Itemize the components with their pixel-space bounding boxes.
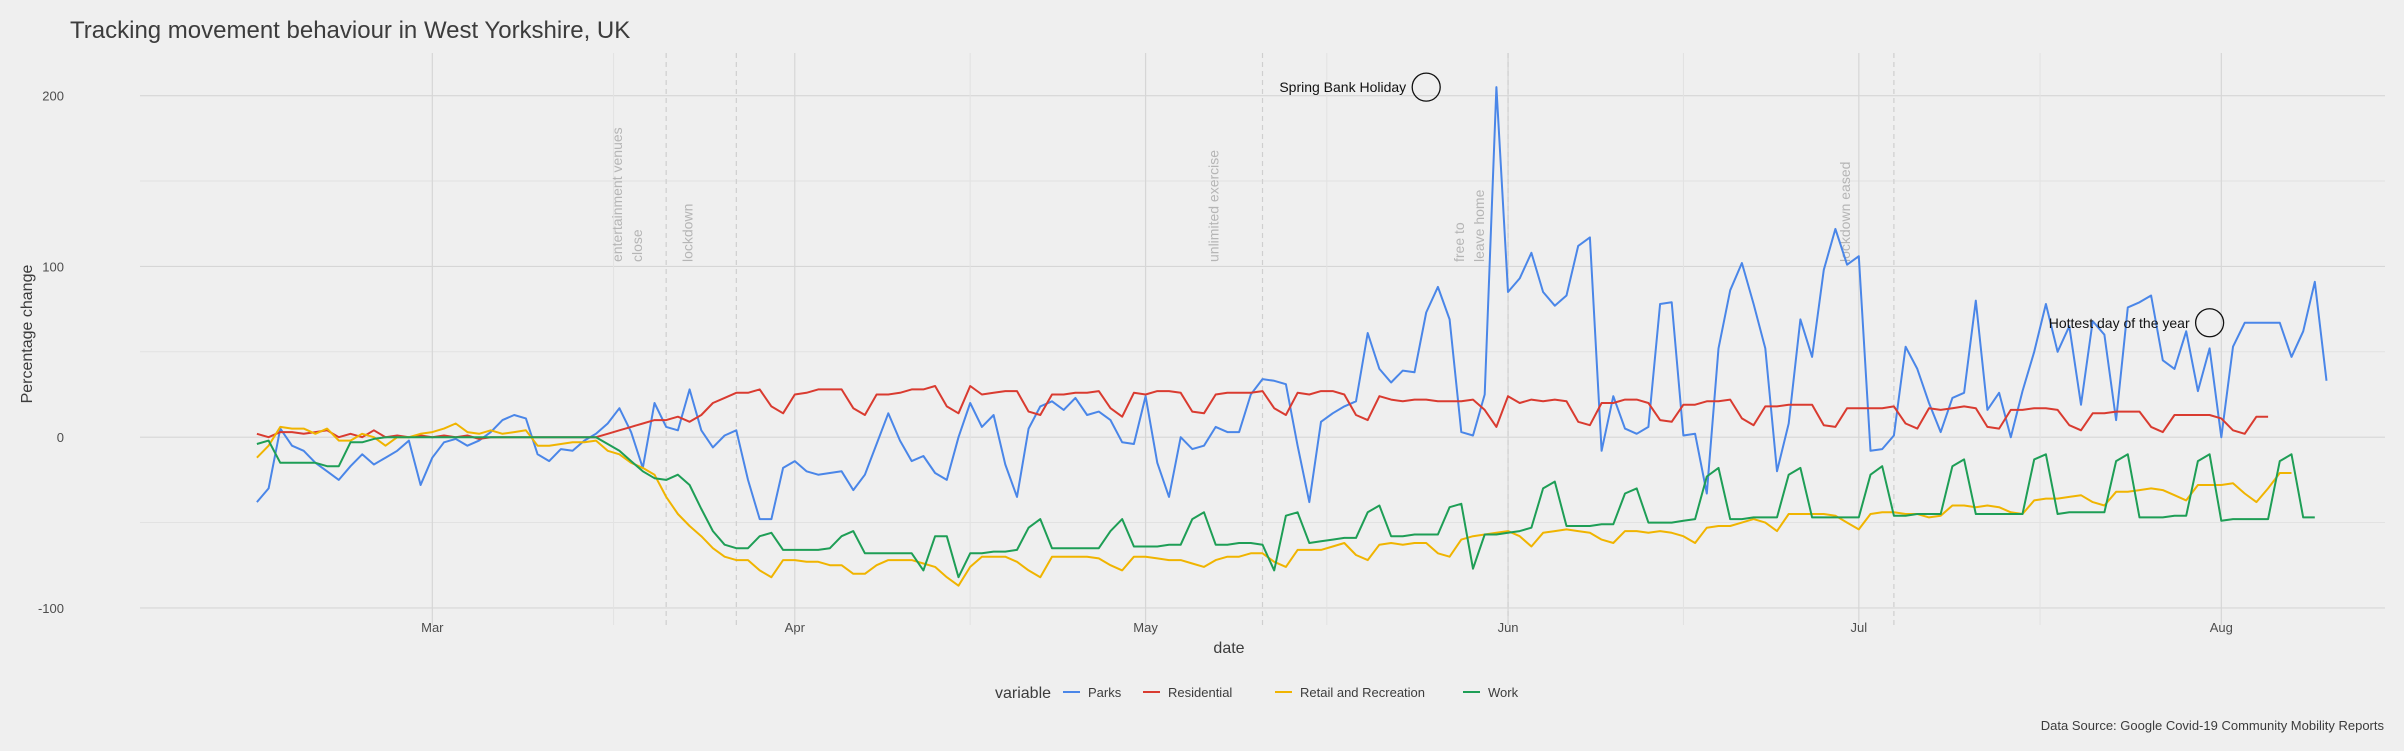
legend-title: variable [995, 685, 1051, 702]
grid [140, 53, 2385, 625]
x-tick-label: May [1133, 620, 1158, 635]
annotation-circle [2194, 308, 2225, 338]
event-label-line: free to [1451, 222, 1467, 262]
event-markers: entertainment venues close lockdown unlimit… [609, 53, 1895, 625]
legend-label: Retail and Recreation [1300, 685, 1425, 700]
axes: -100 0 100 200 Mar Apr May Jun Jul Aug [38, 89, 2233, 635]
x-tick-label: Mar [421, 620, 444, 635]
x-tick-label: Jun [1498, 620, 1519, 635]
x-axis-title: date [1213, 640, 1244, 657]
series-line-retail-and-recreation [256, 422, 2292, 587]
event-label-line: leave home [1471, 189, 1487, 262]
legend: variable Parks Residential Retail and Recre… [995, 685, 1519, 702]
legend-label: Work [1488, 685, 1519, 700]
x-tick-label: Jul [1851, 620, 1868, 635]
y-tick-label: 200 [42, 89, 64, 104]
chart-title: Tracking movement behaviour in West York… [70, 17, 630, 44]
legend-label: Parks [1088, 685, 1122, 700]
series-line-work [256, 436, 2315, 579]
annotations: Spring Bank Holiday Hottest day of the ye… [1279, 72, 2225, 338]
event-label-line: entertainment venues [609, 127, 625, 262]
x-tick-label: Aug [2210, 620, 2233, 635]
y-tick-label: -100 [38, 601, 64, 616]
y-axis-title: Percentage change [19, 265, 36, 404]
event-label: free to leave home [1451, 189, 1487, 262]
event-label: lockdown [679, 204, 695, 262]
legend-label: Residential [1168, 685, 1232, 700]
caption: Data Source: Google Covid-19 Community M… [2041, 718, 2385, 733]
x-tick-label: Apr [785, 620, 806, 635]
event-label: lockdown eased [1837, 162, 1853, 262]
y-tick-label: 100 [42, 259, 64, 274]
y-tick-label: 0 [57, 430, 64, 445]
event-label-line: close [629, 229, 645, 262]
event-label: entertainment venues close [609, 127, 645, 262]
annotation-label: Hottest day of the year [2049, 315, 2190, 331]
event-label: unlimited exercise [1206, 150, 1222, 262]
series-lines [256, 86, 2328, 587]
annotation-label: Spring Bank Holiday [1279, 79, 1406, 95]
series-line-parks [256, 86, 2328, 521]
annotation-circle [1411, 72, 1441, 102]
